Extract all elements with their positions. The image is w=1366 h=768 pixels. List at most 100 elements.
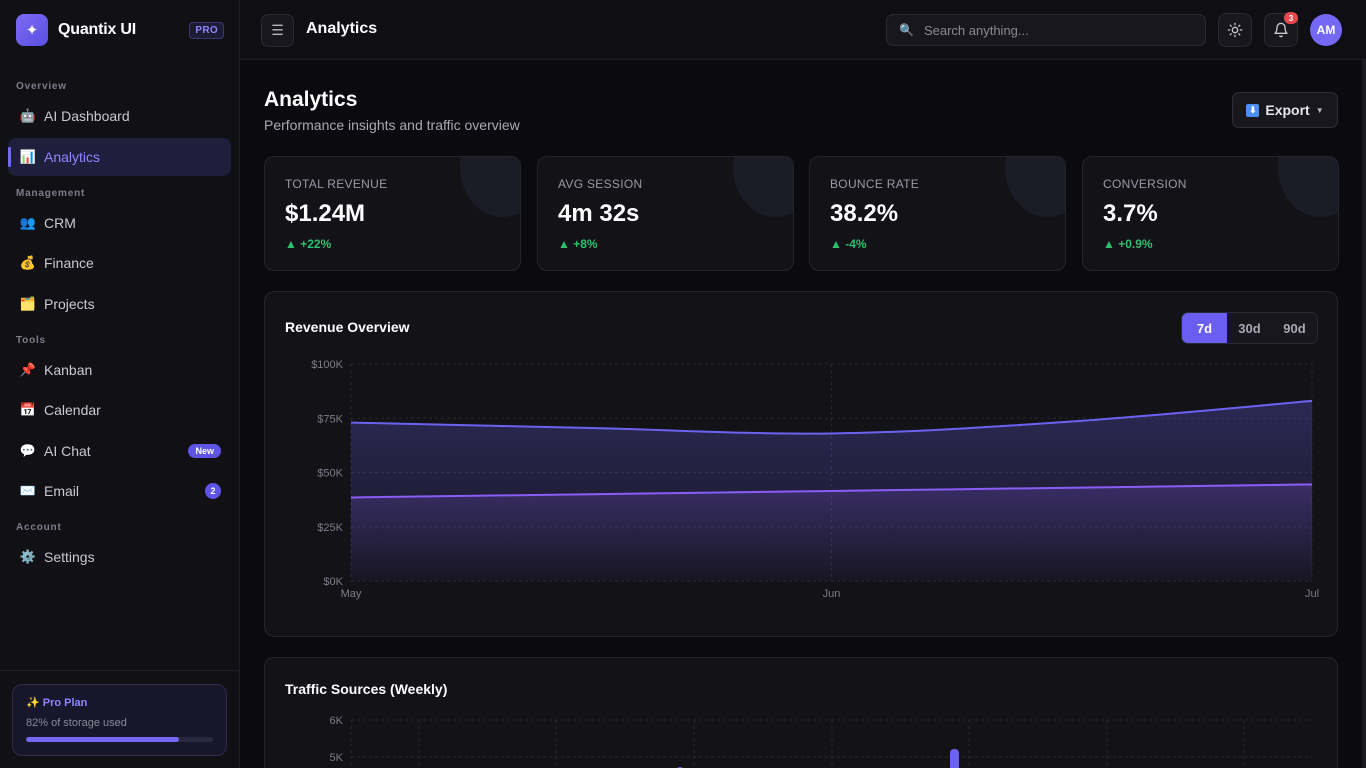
- pin-icon: 📌: [19, 362, 37, 377]
- page-subtitle: Performance insights and traffic overvie…: [264, 117, 520, 133]
- storage-progress-bar: [26, 737, 213, 742]
- stat-delta-value: -4%: [845, 237, 867, 251]
- stat-label: AVG SESSION: [558, 177, 643, 191]
- panel-title: Revenue Overview: [285, 319, 410, 335]
- sidebar-item-projects[interactable]: 🗂️ Projects: [8, 285, 231, 323]
- stat-delta-value: +22%: [300, 237, 332, 251]
- trend-up-icon: ▲: [1103, 237, 1115, 251]
- notification-count-badge: 3: [1284, 12, 1298, 24]
- brand[interactable]: ✦ Quantix UI PRO: [16, 14, 224, 46]
- users-icon: 👥: [19, 215, 37, 230]
- stat-card-total-revenue: TOTAL REVENUE $1.24M ▲ +22%: [264, 156, 521, 271]
- pro-plan-card[interactable]: ✨ Pro Plan 82% of storage used: [12, 684, 227, 756]
- brand-name: Quantix UI: [58, 21, 137, 38]
- user-avatar[interactable]: AM: [1310, 14, 1342, 46]
- stat-delta: ▲ +8%: [558, 237, 773, 251]
- sidebar-item-email[interactable]: ✉️ Email 2: [8, 472, 231, 510]
- theme-toggle-button[interactable]: [1218, 13, 1252, 47]
- x-tick-label: Jul: [1305, 588, 1319, 600]
- sidebar-item-label: AI Dashboard: [44, 108, 130, 124]
- series-line-2: [350, 483, 1313, 499]
- new-badge: New: [188, 444, 221, 458]
- y-tick-label: $50K: [317, 468, 343, 480]
- stat-delta: ▲ +22%: [285, 237, 500, 251]
- sidebar-item-kanban[interactable]: 📌 Kanban: [8, 351, 231, 389]
- stat-value: 4m 32s: [558, 200, 640, 227]
- sidebar-item-ai-chat[interactable]: 💬 AI Chat New: [8, 432, 231, 470]
- search-input[interactable]: 🔍 Search anything...: [886, 14, 1206, 46]
- sidebar-item-finance[interactable]: 💰 Finance: [8, 244, 231, 282]
- sun-icon: [1227, 22, 1243, 38]
- stat-value: 38.2%: [830, 200, 899, 227]
- sidebar-footer: ✨ Pro Plan 82% of storage used: [0, 670, 240, 768]
- robot-icon: 🤖: [19, 108, 37, 123]
- search-placeholder: Search anything...: [923, 22, 1029, 38]
- stat-delta: ▲ +0.9%: [1103, 237, 1318, 251]
- range-90d-button[interactable]: 90d: [1283, 320, 1306, 336]
- sidebar-item-crm[interactable]: 👥 CRM: [8, 204, 231, 242]
- sidebar-item-label: Email: [44, 483, 80, 499]
- section-management: Management: [16, 188, 86, 199]
- stat-value: 3.7%: [1103, 200, 1158, 227]
- sidebar-item-label: Finance: [44, 255, 94, 271]
- y-tick-label: 6K: [330, 715, 344, 727]
- plan-title: ✨ Pro Plan: [26, 697, 88, 709]
- sidebar-item-label: CRM: [44, 215, 76, 231]
- export-label: Export: [1265, 102, 1310, 118]
- series-line-1: [350, 399, 1313, 435]
- stat-value: $1.24M: [285, 200, 366, 227]
- range-7d-button[interactable]: 7d: [1182, 313, 1227, 343]
- search-icon: 🔍: [899, 23, 914, 37]
- stat-card-avg-session: AVG SESSION 4m 32s ▲ +8%: [537, 156, 794, 271]
- stat-label: TOTAL REVENUE: [285, 177, 388, 191]
- revenue-overview-panel: Revenue Overview 7d 30d 90d $0K $25K $50K $…: [264, 291, 1338, 637]
- stat-delta-value: +0.9%: [1118, 237, 1153, 251]
- stat-delta: ▲ -4%: [830, 237, 1045, 251]
- x-tick-label: Jun: [823, 588, 841, 600]
- section-account: Account: [16, 522, 62, 533]
- money-bag-icon: 💰: [19, 255, 37, 270]
- page-title: Analytics: [264, 88, 358, 111]
- y-tick-label: $25K: [317, 522, 343, 534]
- sidebar-item-label: Calendar: [44, 402, 101, 418]
- sidebar-item-calendar[interactable]: 📅 Calendar: [8, 391, 231, 429]
- folder-icon: 🗂️: [19, 296, 37, 311]
- sidebar-item-ai-dashboard[interactable]: 🤖 AI Dashboard: [8, 97, 231, 135]
- sidebar-item-settings[interactable]: ⚙️ Settings: [8, 538, 231, 576]
- notifications-button[interactable]: 3: [1264, 12, 1298, 47]
- range-30d-button[interactable]: 30d: [1238, 320, 1261, 336]
- revenue-chart: $0K $25K $50K $75K $100K May Jun Jul: [311, 359, 1319, 600]
- sidebar-item-label: Projects: [44, 296, 95, 312]
- calendar-icon: 📅: [19, 402, 37, 417]
- stat-label: BOUNCE RATE: [830, 177, 920, 191]
- y-tick-label: $0K: [323, 576, 343, 588]
- menu-toggle-button[interactable]: ☰: [261, 14, 294, 47]
- x-tick-label: May: [341, 588, 362, 600]
- sparkle-logo-icon: ✦: [16, 14, 48, 46]
- y-tick-label: $75K: [317, 413, 343, 425]
- stat-card-bounce-rate: BOUNCE RATE 38.2% ▲ -4%: [809, 156, 1066, 271]
- storage-usage-text: 82% of storage used: [26, 717, 127, 729]
- sidebar-item-label: Kanban: [44, 362, 93, 378]
- pro-badge: PRO: [189, 21, 224, 39]
- traffic-chart: 6K 5K: [330, 715, 1312, 768]
- y-tick-label: $100K: [311, 359, 343, 371]
- stat-delta-value: +8%: [573, 237, 598, 251]
- section-overview: Overview: [16, 81, 67, 92]
- trend-up-icon: ▲: [285, 237, 297, 251]
- traffic-sources-panel: Traffic Sources (Weekly) 6K 5K: [264, 657, 1338, 768]
- export-button[interactable]: ⬇ Export ▼: [1232, 92, 1338, 128]
- scrollbar[interactable]: [1362, 60, 1366, 768]
- hamburger-icon: ☰: [271, 22, 284, 38]
- sidebar: ✦ Quantix UI PRO Overview 🤖 AI Dashboard…: [0, 0, 240, 768]
- trend-up-icon: ▲: [558, 237, 570, 251]
- trend-up-icon: ▲: [830, 237, 842, 251]
- sidebar-item-analytics[interactable]: 📊 Analytics: [8, 138, 231, 176]
- stat-card-conversion: CONVERSION 3.7% ▲ +0.9%: [1082, 156, 1339, 271]
- sidebar-item-label: Settings: [44, 549, 95, 565]
- sidebar-item-label: AI Chat: [44, 443, 91, 459]
- mail-icon: ✉️: [19, 483, 37, 498]
- section-tools: Tools: [16, 335, 46, 346]
- series-area-2: [351, 484, 1312, 581]
- gear-icon: ⚙️: [19, 549, 37, 564]
